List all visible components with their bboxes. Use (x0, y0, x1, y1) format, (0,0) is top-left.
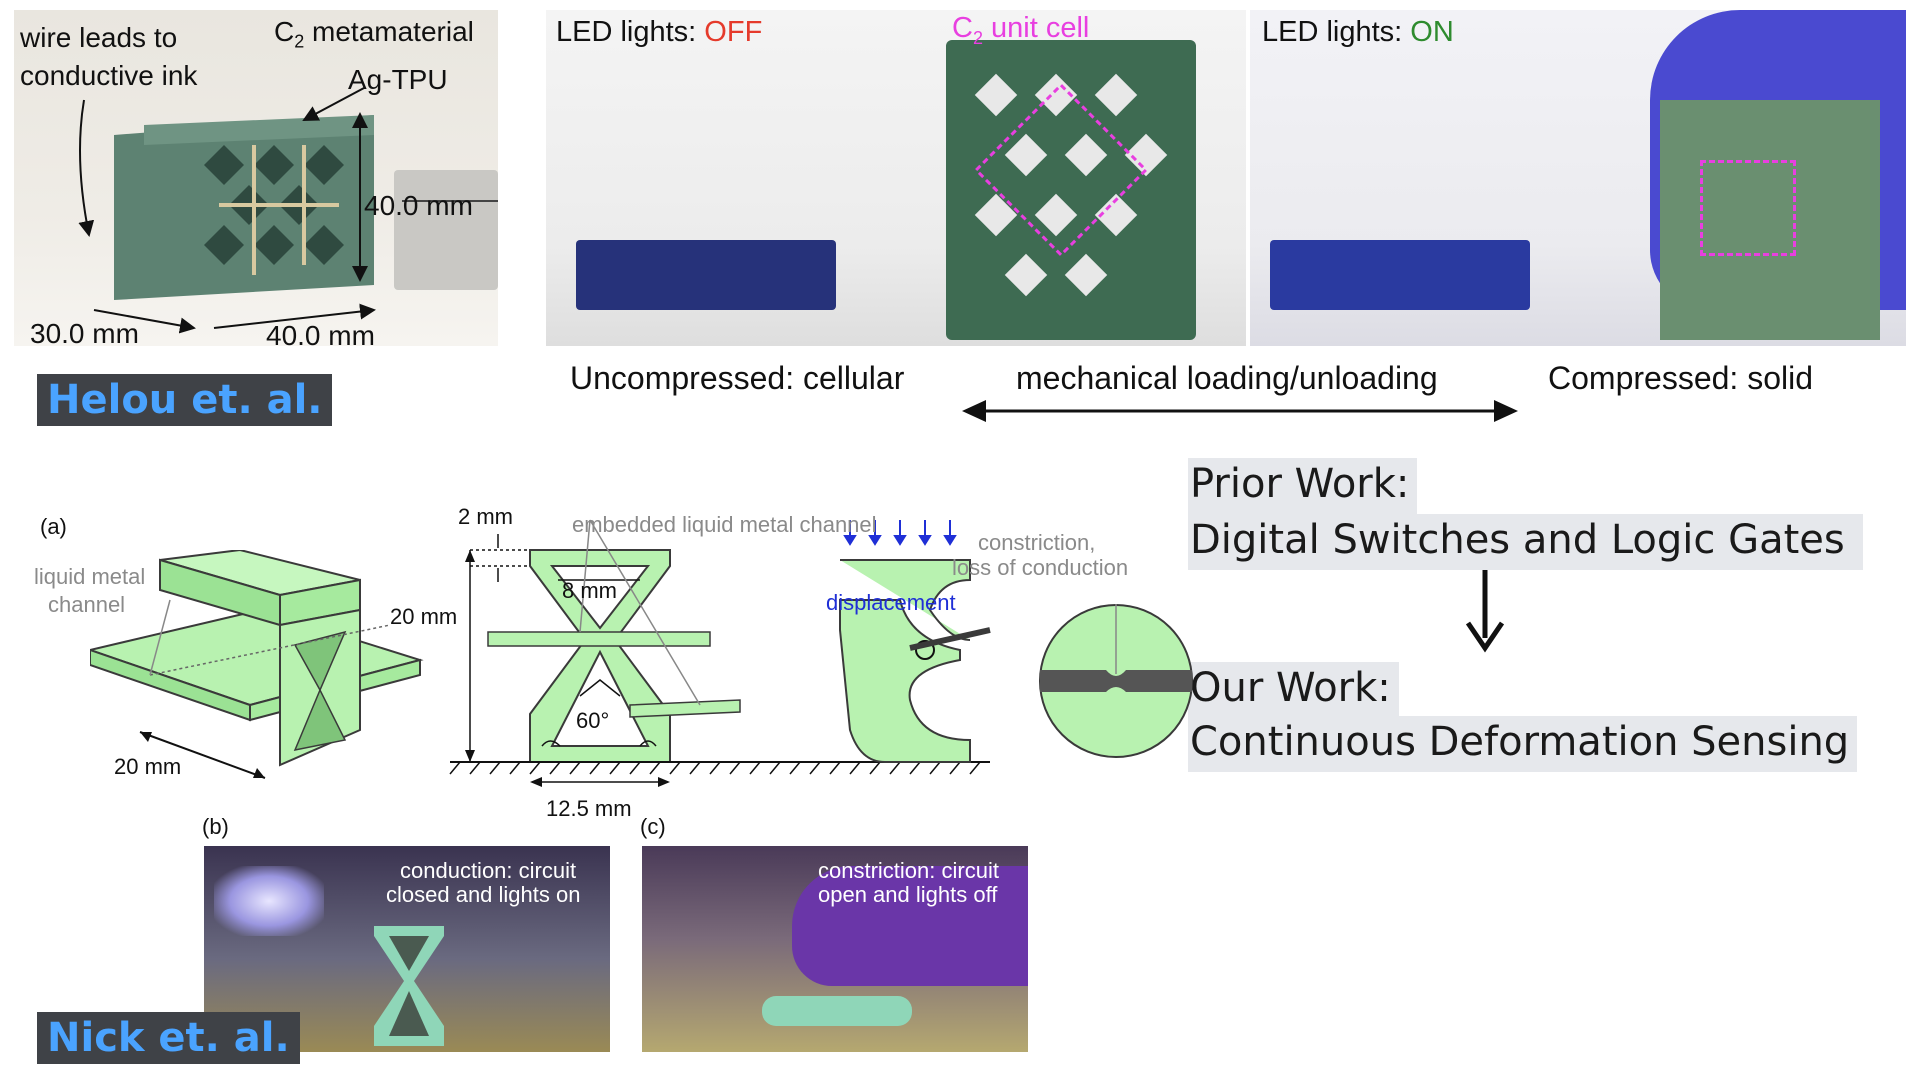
prior-work-desc: Digital Switches and Logic Gates (1188, 514, 1863, 570)
led-off-photo (546, 10, 1246, 346)
our-work-desc: Continuous Deformation Sensing (1188, 716, 1858, 772)
lit-leds (214, 866, 324, 936)
compressed-unit-cell-box (1700, 160, 1796, 256)
dim-20-side-label: 20 mm (114, 754, 182, 779)
led-off-label: LED lights: OFF (556, 18, 762, 47)
displacement-label: displacement (826, 590, 956, 615)
led-on-photo (1250, 10, 1906, 346)
cross-section-drawing (449, 519, 991, 787)
metamaterial-title-suffix: metamaterial (304, 16, 474, 47)
dim-8mm-label: 8 mm (562, 578, 617, 603)
dim-20-height-label: 20 mm (390, 604, 458, 629)
unit-cell-prefix: C (952, 12, 973, 44)
led-off-state: OFF (704, 16, 763, 48)
metamaterial-title: C2 metamaterial (274, 18, 474, 51)
prior-work-title: Prior Work: (1188, 458, 1418, 514)
loading-double-arrow (962, 400, 1518, 422)
photo-b-caption-line2: closed and lights on (386, 882, 581, 907)
constriction-label-line1: constriction, (978, 530, 1096, 555)
photo-c-caption-line1: constriction: circuit (818, 858, 999, 883)
dim-12-5-label: 12.5 mm (546, 796, 632, 821)
helou-badge: Helou et. al. (37, 374, 333, 426)
metamaterial-title-prefix: C (274, 16, 295, 47)
led-on-state: ON (1410, 16, 1454, 48)
metamaterial-title-sub: 2 (294, 31, 305, 52)
ruler-image (394, 170, 498, 290)
photo-b-caption-line1: conduction: circuit (400, 858, 577, 883)
compressed-lattice (1660, 100, 1880, 340)
constriction-label-line2: loss of conduction (952, 555, 1129, 580)
caption-compressed: Compressed: solid (1548, 360, 1813, 396)
photo-b-cell (374, 926, 444, 1046)
c2-metamaterial-block (114, 115, 374, 300)
depth-dimension-label: 30.0 mm (30, 318, 139, 349)
breadboard-off (576, 240, 836, 310)
panel-c-label: (c) (640, 814, 666, 839)
photo-c (642, 846, 1028, 1052)
unit-cell-suffix: unit cell (982, 12, 1090, 44)
lattice-holes (974, 73, 1168, 297)
angle-label: 60° (576, 708, 610, 733)
helou-annotation-arrows (78, 87, 376, 334)
embedded-channel-label: embedded liquid metal channel (572, 512, 877, 537)
isometric-cell-drawing (90, 550, 424, 779)
caption-uncompressed: Uncompressed: cellular (570, 360, 905, 396)
photo-c-caption-line2: open and lights off (818, 882, 998, 907)
flattened-cell (762, 996, 912, 1026)
width-dimension-label: 40.0 mm (266, 320, 375, 351)
panel-a-label: (a) (40, 514, 67, 539)
purple-glove (792, 866, 1028, 986)
height-dimension-label: 40.0 mm (364, 190, 473, 221)
our-work-title: Our Work: (1188, 662, 1399, 718)
nick-badge: Nick et. al. (37, 1012, 300, 1064)
led-off-prefix: LED lights: (556, 16, 705, 48)
dim-2mm-label: 2 mm (458, 504, 513, 529)
channel-label-line2: channel (48, 592, 126, 617)
breadboard-on (1270, 240, 1530, 310)
wire-leads-label-line2: conductive ink (20, 60, 198, 91)
down-arrow (1465, 570, 1505, 653)
ag-tpu-label: Ag-TPU (348, 64, 448, 95)
unit-cell-lattice (946, 40, 1196, 340)
panel-b-label: (b) (202, 814, 229, 839)
unit-cell-label: C2 unit cell (952, 14, 1089, 47)
helou-photo (14, 10, 498, 346)
channel-label-line1: liquid metal (34, 564, 146, 589)
led-on-label: LED lights: ON (1262, 18, 1454, 47)
unit-cell-sub: 2 (972, 27, 983, 48)
wire-leads-label-line1: wire leads to (20, 22, 178, 53)
caption-loading: mechanical loading/unloading (1016, 360, 1438, 396)
led-on-prefix: LED lights: (1262, 16, 1411, 48)
constriction-zoom-circle (1039, 604, 1193, 758)
